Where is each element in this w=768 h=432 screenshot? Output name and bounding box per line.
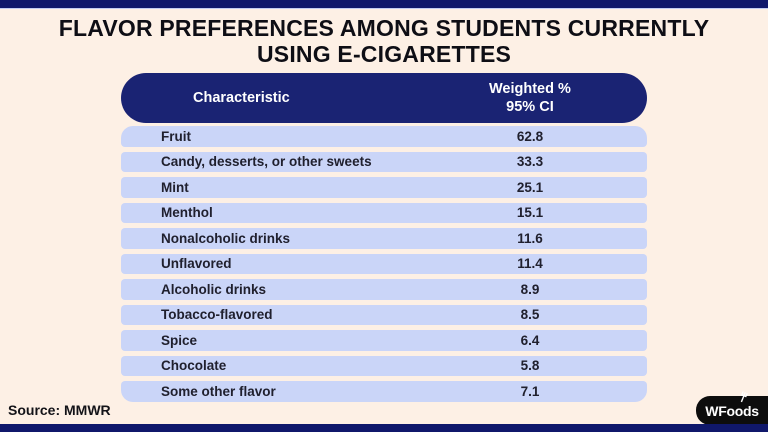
table-header-row: Characteristic Weighted % 95% CI: [121, 73, 647, 123]
row-value: 6.4: [520, 332, 540, 348]
table-row: Candy, desserts, or other sweets 33.3: [121, 151, 647, 172]
row-value: 11.6: [517, 230, 543, 246]
row-value: 62.8: [516, 128, 544, 144]
brand-logo: WFoods: [696, 391, 768, 425]
page-title: FLAVOR PREFERENCES AMONG STUDENTS CURREN…: [0, 15, 768, 67]
source-attribution: Source: MMWR: [8, 402, 111, 418]
table-row: Tobacco-flavored 8.5: [121, 304, 647, 325]
column-header-weighted-percent: Weighted % 95% CI: [413, 80, 647, 116]
row-value: 5.8: [520, 358, 540, 374]
table-row: Unflavored 11.4: [121, 253, 647, 274]
page-title-line1: FLAVOR PREFERENCES AMONG STUDENTS CURREN…: [58, 15, 710, 41]
row-label: Nonalcoholic drinks: [161, 230, 291, 246]
flavor-preferences-table: Characteristic Weighted % 95% CI Fruit 6…: [121, 73, 647, 402]
page-title-line2: USING E-CIGARETTES: [256, 41, 512, 67]
table-row: Alcoholic drinks 8.9: [121, 279, 647, 300]
column-header-weighted-percent-line1: Weighted %: [489, 81, 571, 97]
table-row: Some other flavor 7.1: [121, 381, 647, 402]
row-value: 8.5: [520, 307, 540, 323]
table-row: Nonalcoholic drinks 11.6: [121, 228, 647, 249]
row-label: Chocolate: [161, 358, 227, 374]
bottom-accent-bar: [0, 424, 768, 432]
row-label: Menthol: [161, 205, 213, 221]
row-value: 15.1: [516, 205, 544, 221]
row-value: 33.3: [516, 154, 544, 170]
row-value: 8.9: [520, 281, 540, 297]
top-accent-bar: [0, 0, 768, 9]
table-row: Chocolate 5.8: [121, 355, 647, 376]
row-label: Unflavored: [161, 256, 232, 272]
row-value: 7.1: [520, 383, 540, 399]
table-row: Spice 6.4: [121, 330, 647, 351]
row-label: Candy, desserts, or other sweets: [161, 154, 372, 170]
brand-logo-text: WFoods: [705, 402, 759, 419]
row-label: Tobacco-flavored: [161, 307, 273, 323]
row-label: Some other flavor: [161, 383, 276, 399]
row-label: Mint: [161, 179, 189, 195]
row-value: 11.4: [517, 256, 543, 272]
column-header-weighted-percent-line2: 95% CI: [506, 99, 554, 115]
column-header-characteristic: Characteristic: [193, 90, 290, 106]
row-label: Spice: [161, 332, 198, 348]
table-body: Fruit 62.8 Candy, desserts, or other swe…: [121, 126, 647, 402]
row-label: Alcoholic drinks: [161, 281, 267, 297]
row-label: Fruit: [161, 128, 191, 144]
row-value: 25.1: [516, 179, 544, 195]
fork-icon: [740, 391, 748, 403]
table-row: Mint 25.1: [121, 177, 647, 198]
table-row: Fruit 62.8: [121, 126, 647, 147]
table-row: Menthol 15.1: [121, 202, 647, 223]
